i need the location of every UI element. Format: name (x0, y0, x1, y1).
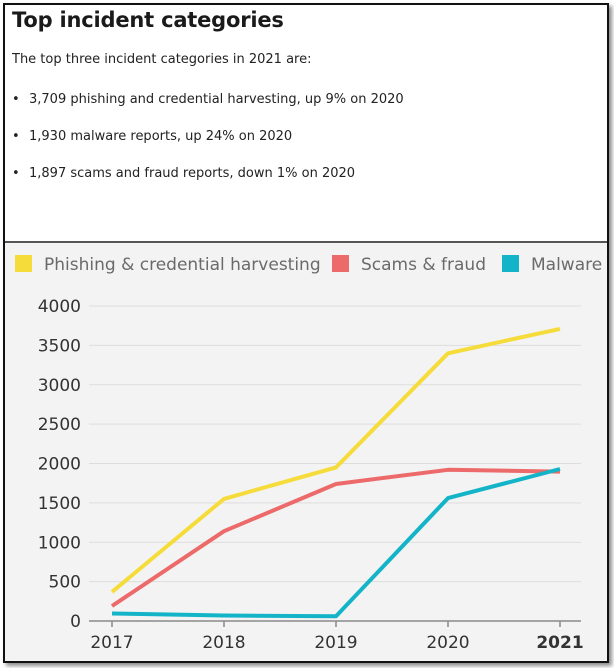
series-line-malware (111, 467, 561, 619)
x-tick-label: 2019 (314, 633, 357, 653)
bullet-marker: • (12, 92, 20, 107)
series-line-phishing-and-credential-harvesting (110, 326, 561, 594)
intro-text: The top three incident categories in 202… (12, 52, 312, 67)
line-chart: Phishing & credential harvesting Scams & … (15, 255, 602, 653)
bullet-text: 1,930 malware reports, up 24% on 2020 (29, 129, 293, 144)
list-item: • 3,709 phishing and credential harvestin… (12, 92, 404, 107)
y-tick-label: 1500 (38, 494, 81, 514)
chart-area: Phishing & credential harvesting Scams & … (5, 243, 607, 661)
legend-swatch-phishing-and-credential-harvesting (15, 255, 32, 272)
legend-swatch-malware (502, 255, 519, 272)
bullet-marker: • (12, 129, 20, 144)
x-tick-label: 2017 (90, 633, 133, 653)
figure-frame: Top incident categories The top three in… (3, 3, 609, 663)
y-axis: 0 500 1000 1500 2000 2500 3000 3500 4000 (38, 297, 81, 632)
legend: Phishing & credential harvesting Scams & … (15, 255, 602, 275)
x-tick-label: 2018 (202, 633, 245, 653)
y-tick-label: 4000 (38, 297, 81, 317)
y-tick-label: 2500 (38, 415, 81, 435)
x-tick-label: 2021 (536, 633, 583, 653)
legend-label-phishing-and-credential-harvesting: Phishing & credential harvesting (44, 255, 321, 275)
x-tick-label: 2020 (426, 633, 469, 653)
section-divider (5, 241, 607, 243)
list-item: • 1,930 malware reports, up 24% on 2020 (12, 129, 292, 144)
y-tick-label: 0 (70, 612, 81, 632)
bullet-text: 3,709 phishing and credential harvesting… (29, 92, 404, 107)
list-item: • 1,897 scams and fraud reports, down 1% … (12, 166, 355, 181)
legend-label-malware: Malware (531, 255, 602, 275)
series-line-scams-and-fraud (110, 467, 561, 608)
x-axis: 2017 2018 2019 2020 2021 (90, 621, 584, 653)
y-tick-label: 3000 (38, 376, 81, 396)
legend-swatch-scams-and-fraud (332, 255, 349, 272)
series-lines (110, 326, 561, 619)
y-tick-label: 2000 (38, 455, 81, 475)
legend-label-scams-and-fraud: Scams & fraud (361, 255, 486, 275)
y-tick-label: 500 (49, 573, 81, 593)
bullet-marker: • (12, 166, 20, 181)
bullet-text: 1,897 scams and fraud reports, down 1% o… (29, 166, 356, 181)
y-tick-label: 1000 (38, 533, 81, 553)
page-title: Top incident categories (12, 8, 284, 32)
y-tick-label: 3500 (38, 336, 81, 356)
